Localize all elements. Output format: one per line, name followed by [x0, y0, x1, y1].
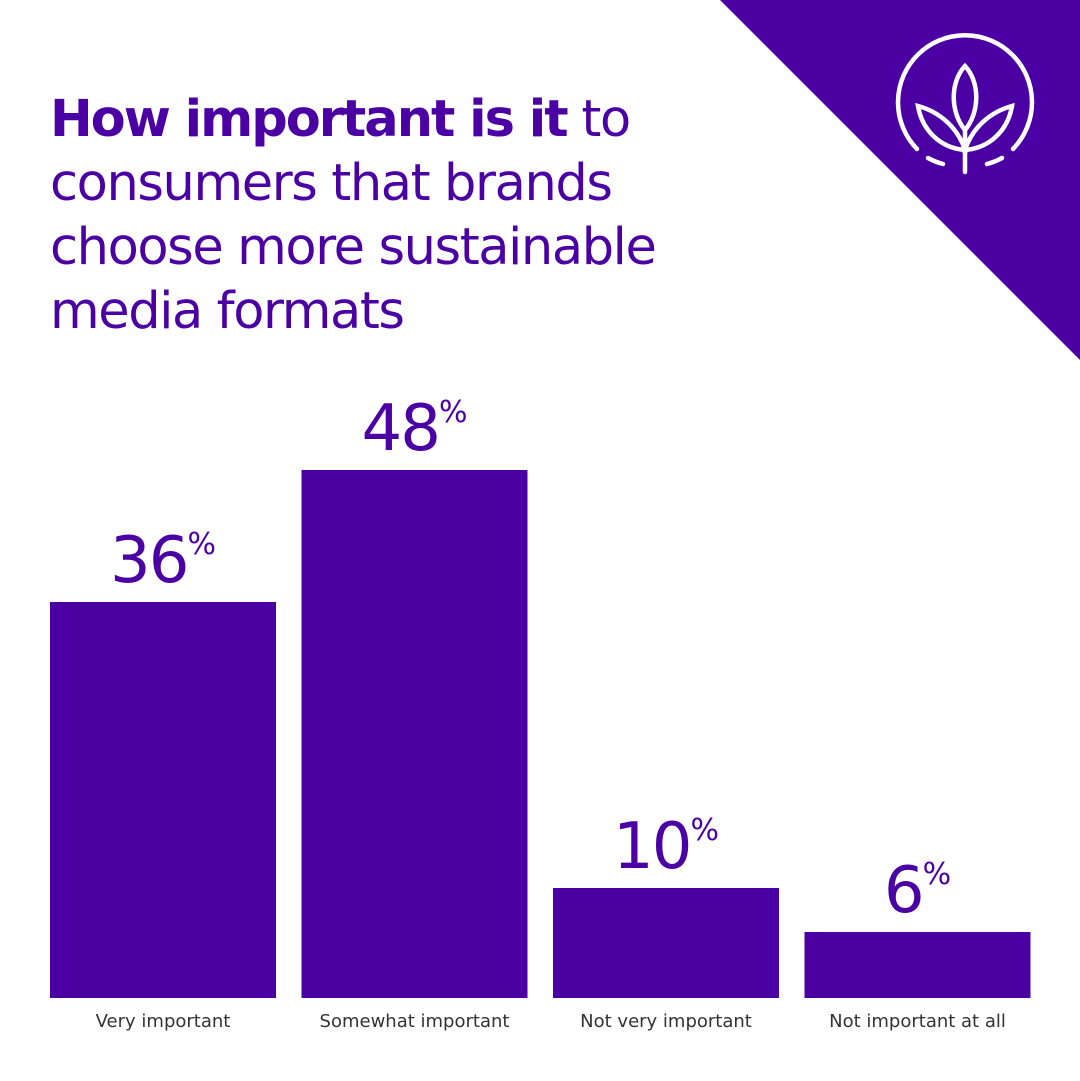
data-label: 6% [884, 854, 951, 928]
bar [301, 470, 528, 998]
bar [50, 602, 276, 998]
category-label: Not important at all [829, 1011, 1006, 1032]
corner-triangle [720, 0, 1080, 360]
data-label: 36% [110, 524, 216, 598]
sustainability-leaf-icon [895, 33, 1035, 175]
category-label: Very important [96, 1011, 231, 1032]
chart-title-rest: to consumers that brands choose more sus… [50, 90, 657, 341]
data-label: 48% [362, 392, 468, 466]
data-label: 10% [613, 810, 719, 884]
category-label: Not very important [580, 1011, 752, 1032]
chart-title-bold: How important is it [50, 90, 569, 149]
bar [553, 888, 779, 998]
category-label: Somewhat important [320, 1011, 510, 1032]
chart-title: How important is it to consumers that br… [50, 88, 750, 344]
bar [804, 932, 1031, 998]
